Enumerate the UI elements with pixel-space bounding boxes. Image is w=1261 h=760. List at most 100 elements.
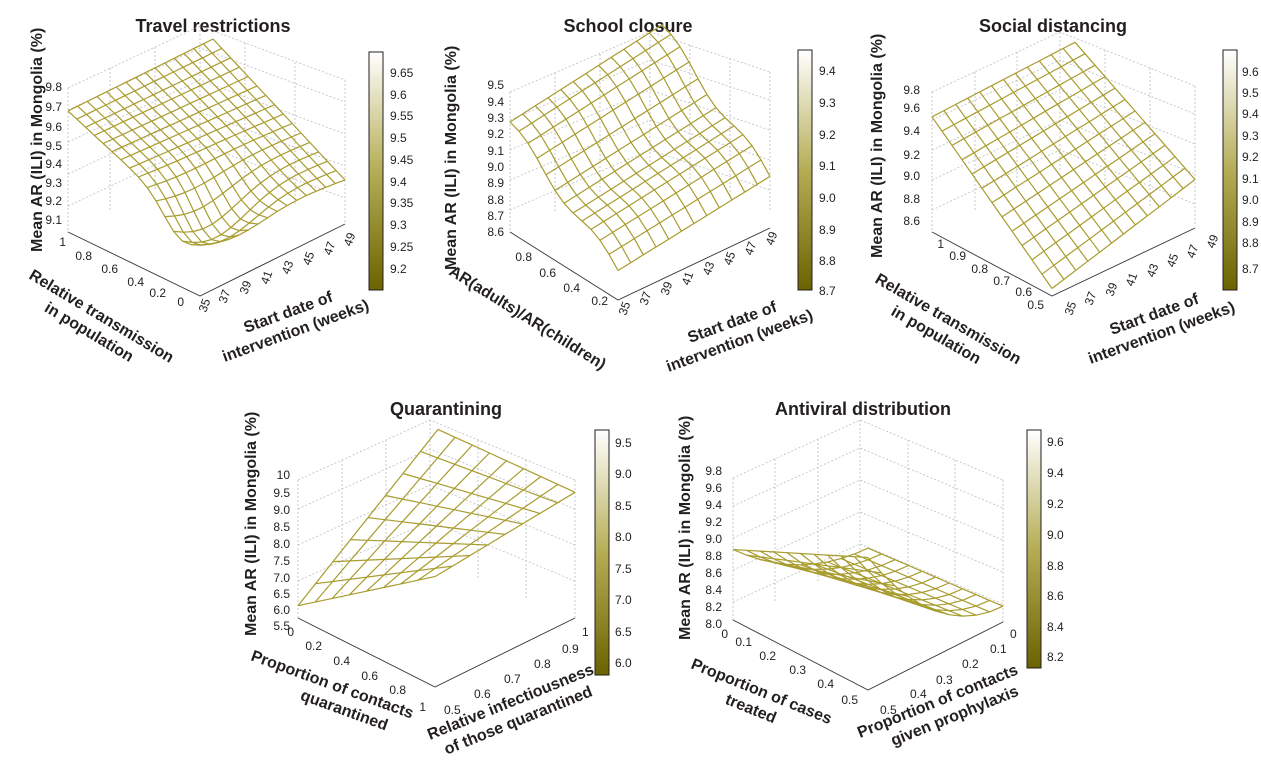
surface-gridline xyxy=(155,132,302,202)
colorbar: 9.6 9.4 9.2 9.0 8.8 8.6 8.4 8.2 xyxy=(1026,429,1064,669)
colorbar-fill xyxy=(1223,50,1237,290)
colorbar-tick: 9.65 xyxy=(390,66,414,80)
x-tick: 0.1 xyxy=(735,635,752,649)
surface-gridline xyxy=(746,549,882,571)
z-ticks: 10 9.5 9.0 8.5 8.0 7.5 7.0 6.5 6.0 5.5 xyxy=(273,468,290,633)
z-ticks: 9.8 9.6 9.4 9.2 9.0 8.8 8.6 8.4 8.2 8.0 xyxy=(705,464,722,631)
y-tick: 0.3 xyxy=(936,673,953,687)
x-tick: 0.4 xyxy=(563,281,580,295)
z-tick: 8.8 xyxy=(903,192,920,206)
x-tick: 0.6 xyxy=(539,266,556,280)
x-ticks: 0 0.1 0.2 0.3 0.4 0.5 xyxy=(721,627,858,707)
surface-gridline xyxy=(115,86,249,232)
z-tick: 10 xyxy=(277,468,291,482)
surface-gridline xyxy=(931,41,1076,118)
colorbar-tick: 9.0 xyxy=(1047,528,1064,542)
z-ticks: 9.8 9.7 9.6 9.5 9.4 9.3 9.2 9.1 xyxy=(45,80,62,227)
colorbar-fill xyxy=(1027,430,1041,668)
surface-gridline xyxy=(1003,79,1124,235)
x-tick: 0.6 xyxy=(361,669,378,683)
colorbar-tick: 9.5 xyxy=(390,131,407,145)
surface-gridline xyxy=(111,85,258,153)
x-tick: 0.7 xyxy=(993,274,1010,288)
x-tick: 0.6 xyxy=(1015,285,1032,299)
colorbar-tick: 8.7 xyxy=(819,284,836,298)
x-tick: 0.2 xyxy=(591,294,608,308)
z-tick: 9.4 xyxy=(45,157,62,171)
surface-gridline xyxy=(77,105,210,246)
surface-gridline xyxy=(144,72,278,212)
surface-gridline xyxy=(173,57,307,197)
colorbar-tick: 9.0 xyxy=(819,191,836,205)
y-tick: 47 xyxy=(742,239,760,257)
x-ticks: 0 0.2 0.4 0.6 0.8 1 xyxy=(287,625,426,714)
x-tick: 0.8 xyxy=(515,250,532,264)
z-tick: 9.5 xyxy=(45,139,62,153)
y-tick: 49 xyxy=(763,229,781,247)
colorbar-tick: 9.5 xyxy=(615,436,632,450)
x-tick: 1 xyxy=(59,235,66,249)
surface-gridline xyxy=(1038,60,1160,208)
surface-gridline xyxy=(106,91,239,238)
y-axis-label: Start date ofintervention (weeks) xyxy=(657,288,815,376)
colorbar-tick: 9.2 xyxy=(819,128,836,142)
colorbar-tick: 9.1 xyxy=(819,159,836,173)
panel-social-distancing: Social distancing Mean AR (ILI) in Mongo… xyxy=(869,16,1259,368)
colorbar: 9.6 9.5 9.4 9.3 9.2 9.1 9.0 8.9 8.8 8.7 xyxy=(1222,49,1259,291)
surface-mesh xyxy=(931,41,1196,289)
panel-antiviral-distribution: Antiviral distribution Mean AR (ILI) in … xyxy=(677,399,1064,750)
chart-title: Travel restrictions xyxy=(135,16,290,36)
chart-title: Quarantining xyxy=(390,399,502,419)
surface-gridline xyxy=(120,94,267,161)
x-tick: 0.8 xyxy=(971,262,988,276)
colorbar-tick: 6.5 xyxy=(615,625,632,639)
surface-gridline xyxy=(147,122,293,189)
surface-gridline xyxy=(135,76,268,219)
colorbar-tick: 9.3 xyxy=(819,96,836,110)
x-axis-label: Proportion of casestreated xyxy=(681,656,834,747)
y-tick: 39 xyxy=(1103,280,1121,298)
surface-gridline xyxy=(518,33,672,132)
surface-gridline xyxy=(193,48,327,188)
surface-gridline xyxy=(385,494,523,525)
z-tick: 9.6 xyxy=(45,120,62,134)
x-tick: 0.9 xyxy=(949,249,966,263)
z-tick: 9.1 xyxy=(487,144,504,158)
surface-gridline xyxy=(297,429,439,607)
x-tick: 0.3 xyxy=(789,663,806,677)
z-tick: 9.4 xyxy=(903,124,920,138)
y-tick: 0.8 xyxy=(534,657,551,671)
colorbar-tick: 8.9 xyxy=(819,223,836,237)
colorbar: 9.4 9.3 9.2 9.1 9.0 8.9 8.8 8.7 xyxy=(797,49,836,298)
colorbar-tick: 8.8 xyxy=(1242,236,1259,250)
surface-gridline xyxy=(786,552,923,585)
surface-gridline xyxy=(129,104,275,169)
x-tick: 0.8 xyxy=(75,249,92,263)
colorbar-tick: 8.8 xyxy=(819,254,836,268)
z-tick: 8.5 xyxy=(273,520,290,534)
colorbar-tick: 9.6 xyxy=(1047,435,1064,449)
y-tick: 45 xyxy=(721,249,739,267)
z-tick: 9.5 xyxy=(273,486,290,500)
z-tick: 8.2 xyxy=(705,600,722,614)
colorbar-fill xyxy=(369,52,383,290)
grid-walls xyxy=(297,419,576,688)
surface-gridline xyxy=(827,561,963,617)
surface-gridline xyxy=(86,100,220,245)
surface-gridline xyxy=(981,98,1126,189)
z-tick: 7.5 xyxy=(273,554,290,568)
chart-title: School closure xyxy=(563,16,692,36)
panel-quarantining: Quarantining Mean AR (ILI) in Mongolia (… xyxy=(243,399,632,759)
surface-gridline xyxy=(154,67,288,207)
z-axis-label: Mean AR (ILI) in Mongolia (%) xyxy=(443,46,460,270)
surface-gridline xyxy=(67,38,214,112)
colorbar-tick: 6.0 xyxy=(615,656,632,670)
surface-gridline xyxy=(971,87,1116,175)
x-axis-label: AR(adults)/AR(children) xyxy=(446,263,609,374)
surface-gridline xyxy=(125,81,259,225)
y-tick: 41 xyxy=(258,268,276,286)
colorbar-tick: 8.6 xyxy=(1047,589,1064,603)
z-tick: 8.8 xyxy=(705,549,722,563)
surface-gridline xyxy=(402,472,541,514)
z-tick: 8.4 xyxy=(705,583,722,597)
